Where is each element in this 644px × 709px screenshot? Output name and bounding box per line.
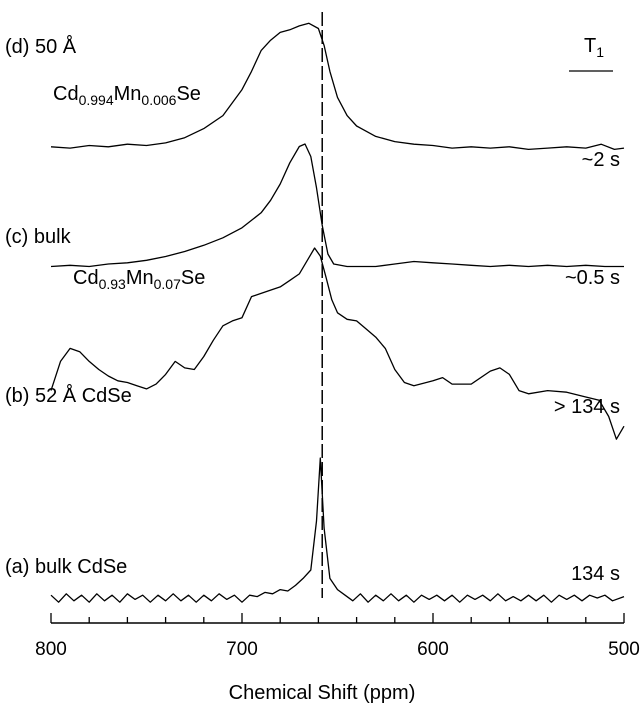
x-tick-label: 600 [417,639,449,660]
series-label-b: (b) 52 Å CdSe [5,384,132,407]
t1-value-c: ~0.5 s [565,267,620,289]
t1-header: T1 [569,35,613,72]
trace-c [50,143,624,268]
x-tick-label: 700 [226,639,258,660]
series-label-c: (c) bulk [5,226,72,248]
series-label-d: (d) 50 Å [5,35,77,58]
series-label-a: (a) bulk CdSe [5,556,127,578]
t1-header-label: T1 [584,35,604,60]
t1-value-d: ~2 s [582,149,620,171]
series-formula-d: Cd0.994Mn0.006Se [53,83,201,108]
x-tick-label: 800 [35,639,67,660]
t1-value-a: 134 s [571,563,620,585]
series-formula-c: Cd0.93Mn0.07Se [73,267,205,292]
x-axis-title: Chemical Shift (ppm) [229,682,416,704]
x-axis-ticks: 800 700 600 500 [35,613,640,660]
spectra-labels: (d) 50 Å Cd0.994Mn0.006Se ~2 s (c) bulkCd0.… [5,35,620,585]
x-tick-label: 500 [608,639,640,660]
spectra-traces [50,22,625,603]
t1-value-b: > 134 s [554,396,620,418]
trace-b [50,247,625,440]
x-axis: 800 700 600 500 Chemical Shift (ppm) [35,613,640,704]
trace-a [50,457,625,603]
trace-d [50,22,625,151]
